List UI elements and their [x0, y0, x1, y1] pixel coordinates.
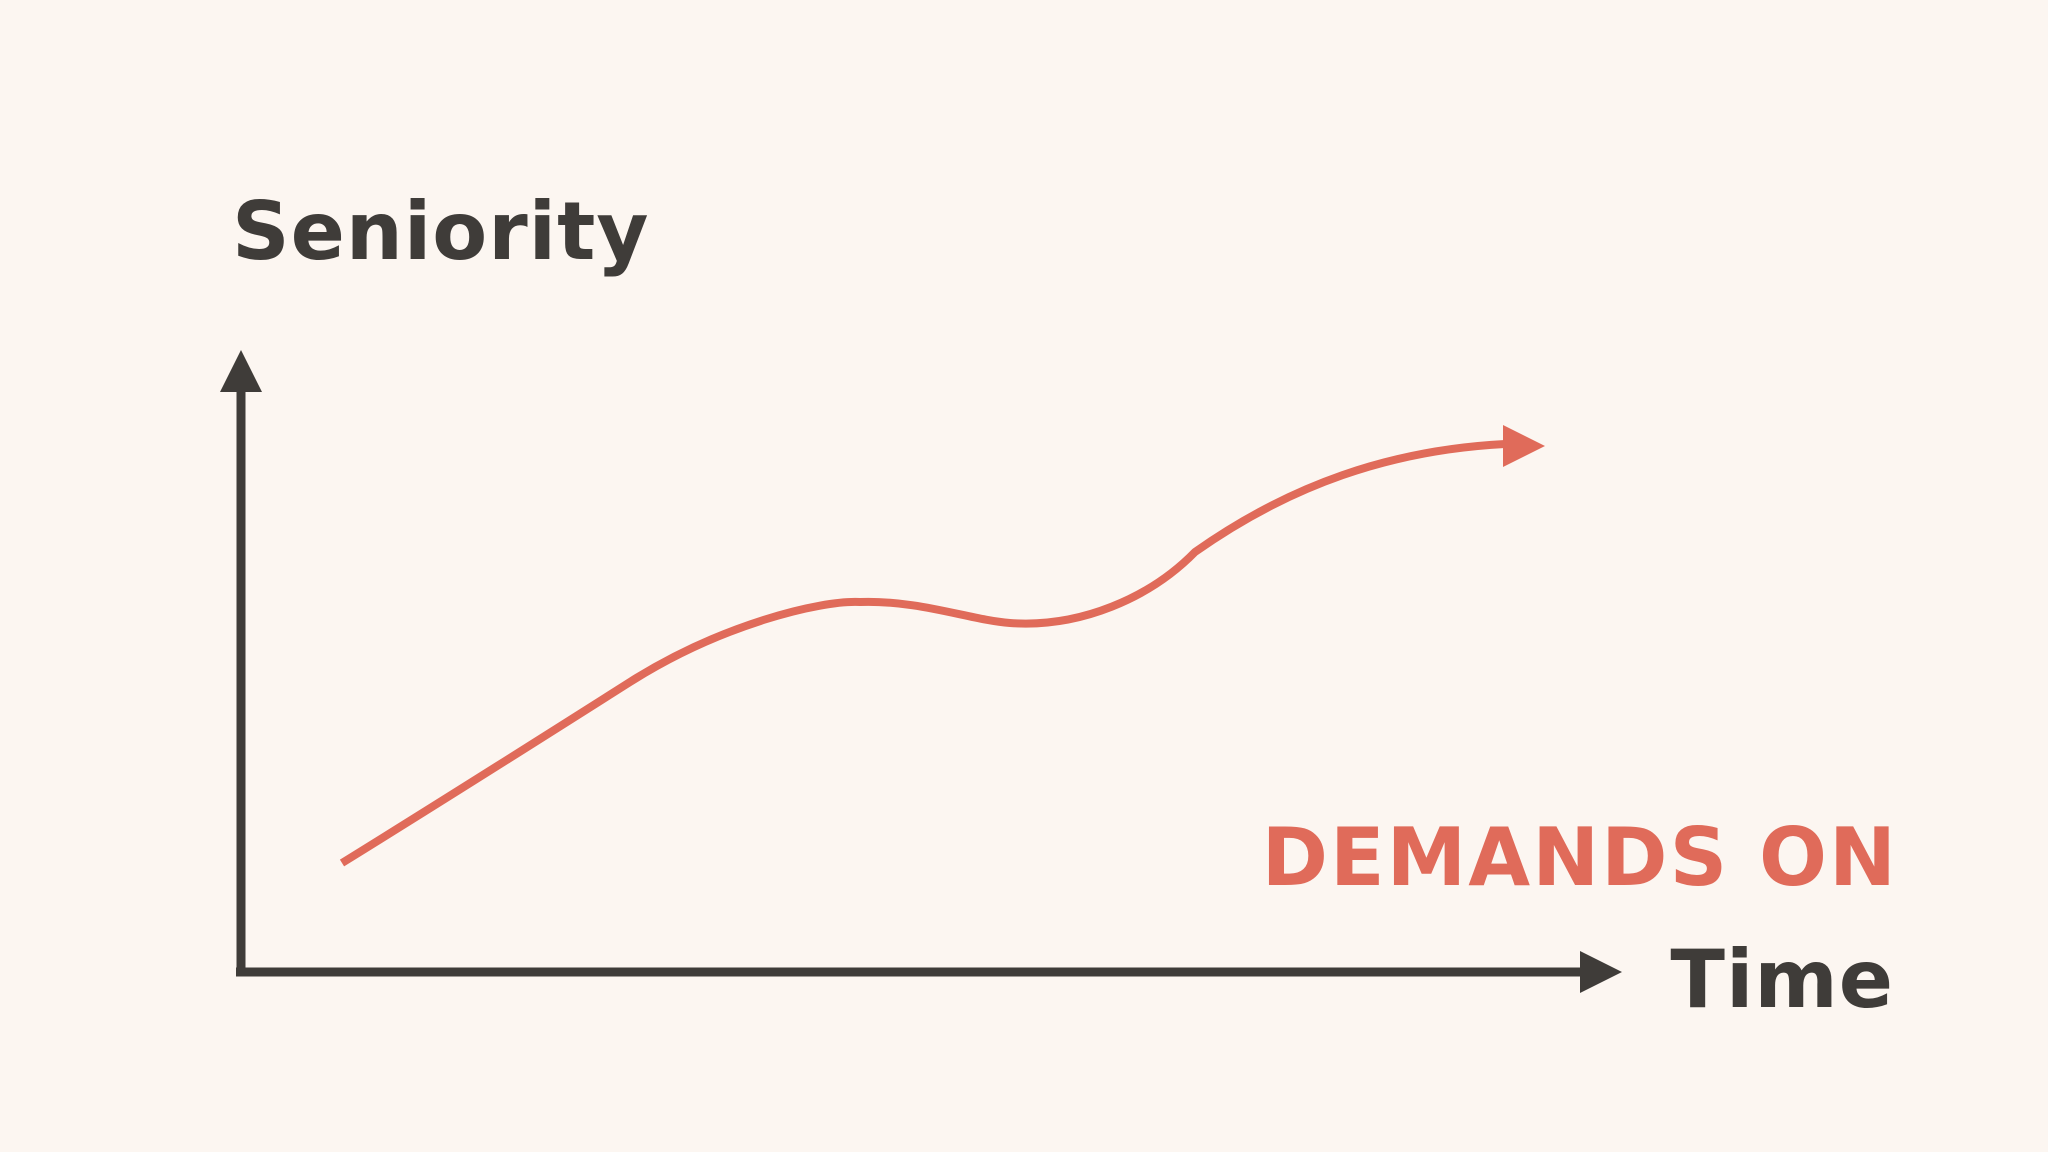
curve-label: DEMANDS ON: [1261, 811, 1898, 904]
x-axis-arrowhead-icon: [1580, 951, 1622, 993]
y-axis-label: Seniority: [232, 185, 650, 278]
x-axis-label: Time: [1670, 933, 1894, 1026]
demands-curve-arrowhead-icon: [1503, 425, 1545, 467]
demands-curve: [339, 440, 1506, 867]
y-axis-arrowhead-icon: [220, 350, 262, 392]
